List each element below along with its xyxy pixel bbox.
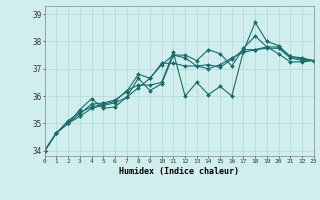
X-axis label: Humidex (Indice chaleur): Humidex (Indice chaleur) [119, 167, 239, 176]
